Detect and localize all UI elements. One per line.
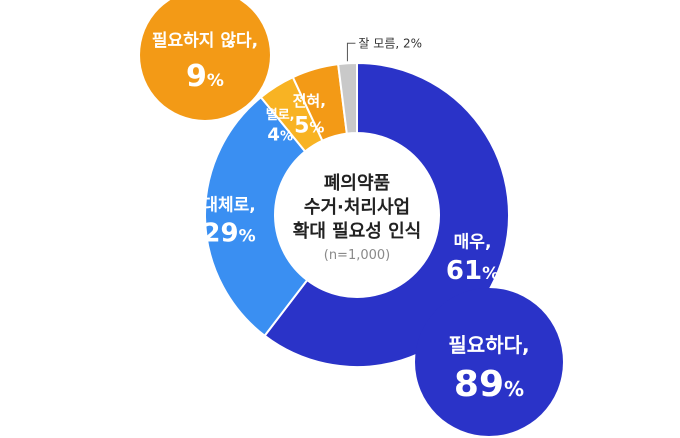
dont-know-label: 잘 모름, 2% [358,36,422,50]
slice-name-2: 별로, [266,107,295,123]
donut-slice-4 [337,61,358,135]
bubble-not-needed-unit: % [207,71,224,91]
bubble-not-needed-circle [140,0,270,120]
slice-name-3: 전혀, [293,92,326,110]
slice-value-3: 5% [294,114,324,139]
slice-value-2: 4% [267,125,293,146]
bubble-needed-unit: % [504,377,524,401]
bubble-needed-label: 필요하다, [448,333,529,357]
center-disc [276,134,438,296]
donut-slice-1 [204,95,309,338]
sample-size-note: (n=1,000) [324,248,391,263]
slice-value-0: 61% [446,256,499,286]
bubble-needed-circle [415,288,563,436]
chart-title-line-1: 폐의약품 [324,172,390,194]
slice-value-1: 29% [202,219,255,249]
bubble-not-needed-value: 9% [186,59,224,94]
dont-know-callout: 잘 모름, 2% [346,36,422,62]
chart-title-line-2: 수거·처리사업 [304,197,410,218]
bubble-not-needed-label: 필요하지 않다, [152,31,258,51]
bubble-needed-value: 89% [454,364,524,405]
bubble-needed-number: 89 [454,364,504,405]
slice-labels: 매우, 61% 대체로, 29% 별로, 4%전혀, 5% [202,92,499,286]
bubble-not-needed-number: 9 [186,59,207,94]
slice-name-0: 매우, [454,233,492,253]
bubble-needed: 필요하다, 89% [415,288,563,436]
donut-slices [204,61,510,368]
donut-slice-0 [263,61,510,368]
bubble-not-needed: 필요하지 않다, 9% [140,0,270,120]
slice-name-1: 대체로, [202,195,255,215]
chart-title-line-3: 확대 필요성 인식 [293,221,421,242]
dont-know-leader-line [346,42,356,62]
